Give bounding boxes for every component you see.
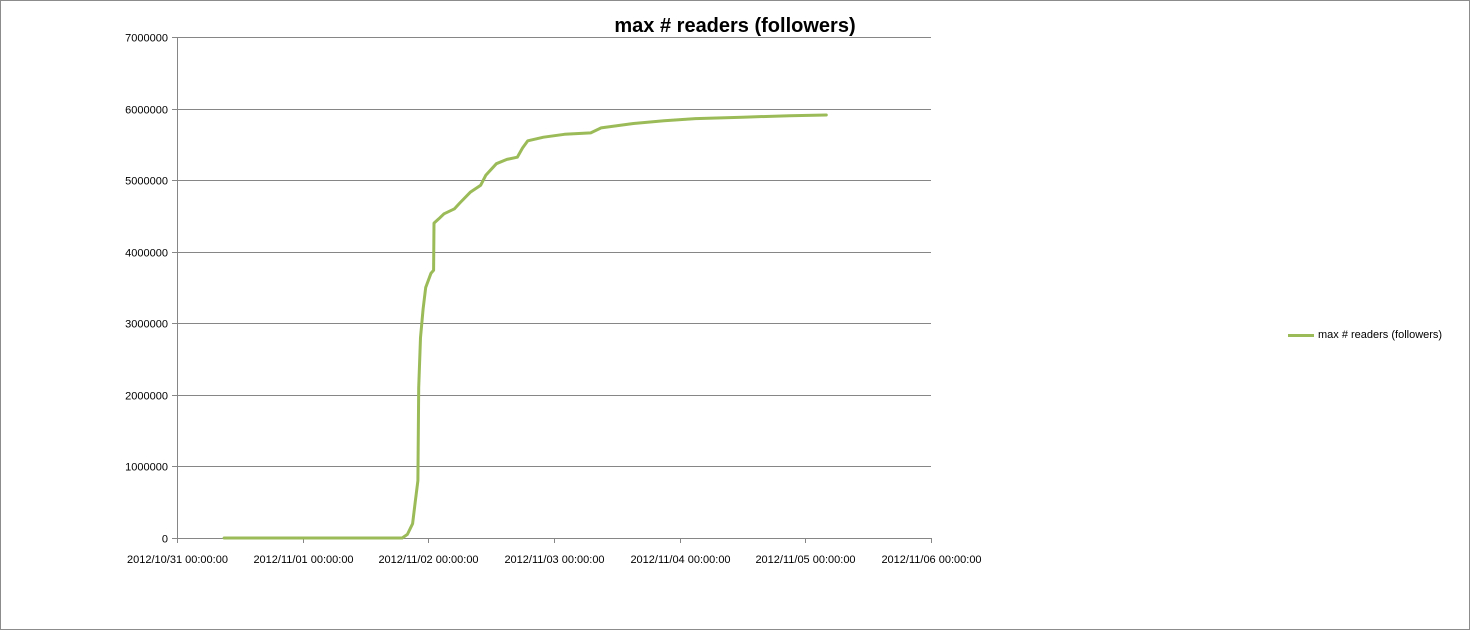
y-tick-label: 1000000 — [125, 462, 168, 474]
x-tick-label: 2012/11/01 00:00:00 — [253, 554, 353, 566]
x-tick-label: 2012/11/06 00:00:00 — [881, 554, 981, 566]
gridlines — [177, 37, 931, 467]
y-tick-label: 0 — [162, 534, 168, 546]
x-tick-label: 2012/11/04 00:00:00 — [630, 554, 730, 566]
x-axis-tick-labels: 2012/10/31 00:00:00 2012/11/01 00:00:00 20… — [127, 554, 982, 566]
legend-label: max # readers (followers) — [1318, 329, 1443, 341]
x-tick-label: 2012/11/03 00:00:00 — [504, 554, 604, 566]
series-line — [222, 113, 828, 540]
y-tick-label: 2000000 — [125, 391, 168, 403]
y-tick-label: 4000000 — [125, 248, 168, 260]
x-tick-label: 2012/11/02 00:00:00 — [378, 554, 478, 566]
y-tick-label: 6000000 — [125, 105, 168, 117]
y-tick-label: 7000000 — [125, 33, 168, 45]
chart-title: max # readers (followers) — [614, 15, 856, 37]
series-lines — [222, 113, 828, 540]
y-axis-tick-labels: 0 1000000 2000000 3000000 4000000 5000000 6000… — [125, 33, 168, 546]
x-tick-label: 2012/10/31 00:00:00 — [127, 554, 228, 566]
x-tick-label: 2012/11/05 00:00:00 — [755, 554, 855, 566]
legend-swatch — [1288, 333, 1314, 337]
legend: max # readers (followers) — [1288, 327, 1442, 343]
y-tick-label: 5000000 — [125, 176, 168, 188]
y-tick-label: 3000000 — [125, 319, 168, 331]
axes — [172, 37, 932, 543]
